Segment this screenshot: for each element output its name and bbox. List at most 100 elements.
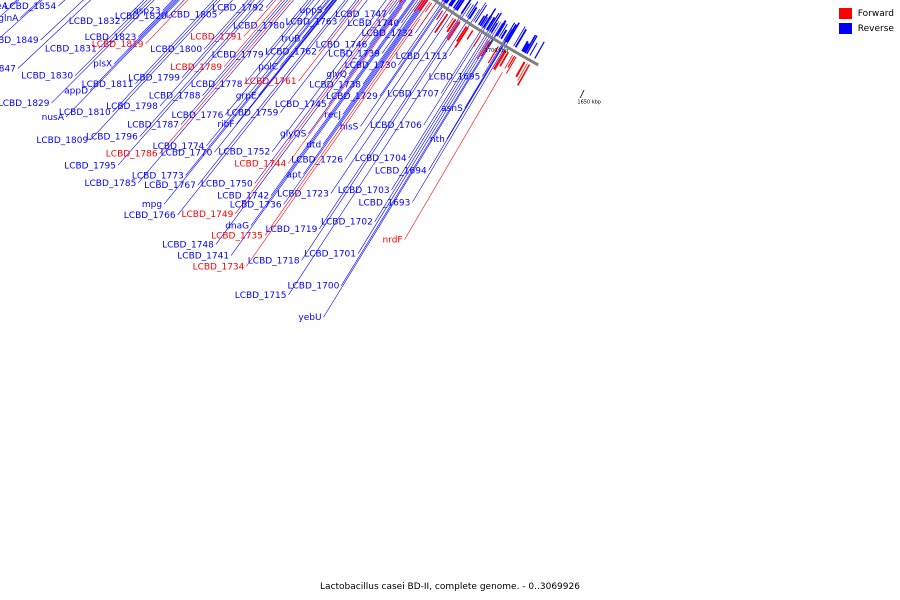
gene-leader-line [138,0,175,38]
legend-entry-reverse: Reverse [838,21,894,36]
gene-leader-line [357,21,501,254]
gene-label: LCBD_1732 [361,29,413,39]
kbp-tick [579,89,585,99]
gene-label: glyQ [326,70,347,80]
gene-label: LCBD_1786 [106,150,158,160]
reverse-gene-block [534,41,545,59]
gene-label: appD [64,86,88,96]
gene-leader-line [246,18,421,267]
gene-leader-line [250,0,415,226]
gene-label: LCBD_1741 [177,252,229,262]
forward-gene-block [421,4,435,25]
gene-leader-line [117,0,264,166]
reverse-gene-block [505,24,517,43]
gene-label: polC [258,63,278,73]
gene-leader-line [254,0,392,184]
reverse-gene-block [514,28,527,48]
forward-gene-block [494,51,507,71]
gene-label: LCBD_1703 [338,186,390,196]
forward-gene-block [446,18,457,33]
gene-leader-line [159,0,255,107]
gene-leader-line [145,0,189,45]
gene-label: LCBD_1730 [345,61,397,71]
gene-label: truB [281,34,300,44]
gene-label: LCBD_1761 [245,77,297,87]
gene-label: asnS [441,104,463,114]
gene-label: LCBD_1746 [316,41,368,51]
gene-leader-line [288,6,477,296]
gene-label: LCBD_1823 [85,33,137,43]
gene-label: LCBD_1700 [287,282,339,292]
gene-label: LCBD_1798 [106,102,158,112]
gene-label: LCBD_1736 [230,201,282,211]
reverse-gene-block [449,0,457,7]
gene-leader-line [360,0,448,127]
gene-leader-line [243,0,277,37]
gene-leader-line [214,0,338,153]
gene-label: LCBD_1799 [128,74,180,84]
map-caption: Lactobacillus casei BD-II, complete geno… [320,582,580,592]
legend-entry-forward: Forward [838,6,894,21]
gene-label: LCBD_1726 [291,156,343,166]
gene-label: LCBD_1780 [233,22,285,32]
gene-label: grpE [236,91,257,101]
gene-label: ribF [217,120,234,130]
gene-leader-line [302,0,334,39]
gene-leader-line [369,0,403,45]
gene-label: LCBD_1718 [248,256,300,266]
gene-label: LCBD_1734 [193,262,245,272]
forward-gene-block [466,30,474,40]
gene-leader-line [381,0,421,54]
gene-label: LCBD_1740 [347,19,399,29]
gene-label: LCBD_1809 [36,136,88,146]
gene-leader-line [286,0,309,26]
gene-leader-line [323,23,504,318]
gene-label: LCBD_1742 [217,192,269,202]
gene-leader-lines [0,0,516,318]
gene-leader-line [264,17,419,236]
gene-leader-line [388,0,400,15]
gene-leader-line [303,0,428,175]
gene-leader-line [398,0,444,66]
gene-leader-line [324,0,333,11]
gene-label: LCBD_1819 [92,40,144,50]
gene-leader-line [159,0,291,154]
legend-label-forward: Forward [857,8,894,19]
forward-gene-block [419,0,428,12]
reverse-gene-block [521,40,529,52]
forward-gene-block [434,13,449,34]
gene-leader-line [185,0,329,176]
gene-leader-line [328,0,406,105]
gene-leader-line [98,0,148,49]
gene-label: LCBD_1744 [234,160,286,170]
gene-leader-line [362,0,424,85]
reverse-gene-block [443,0,447,3]
reverse-gene-block [481,17,488,27]
gene-leader-line [139,0,261,137]
reverse-gene-block [529,42,538,56]
gene-leader-line [223,0,283,67]
gene-label: LCBD_1774 [153,142,205,152]
forward-gene-block [473,35,481,47]
forward-gene-block [447,21,461,41]
gene-label: mpg [142,200,162,210]
gene-label: dnaG [225,222,249,232]
forward-gene-block [454,27,469,48]
reverse-gene-block [526,35,538,55]
reverse-gene-block [474,4,488,23]
gene-label: LCBD_1706 [370,121,422,131]
gene-leader-line [412,30,516,203]
gene-leader-line [339,0,357,22]
reverse-gene-block [452,0,460,9]
gene-label: LCBD_1832 [69,17,121,27]
gene-label: LCBD_1762 [265,47,317,57]
gene-leader-line [446,29,513,140]
gene-label: LCBD_1701 [304,250,356,260]
gene-label: dtd [306,140,321,150]
gene-leader-line [330,0,462,194]
forward-gene-block [487,46,499,64]
gene-leader-line [423,16,493,126]
reverse-gene-block [522,43,530,53]
reverse-gene-block [495,20,507,37]
gene-leader-line [235,0,395,215]
